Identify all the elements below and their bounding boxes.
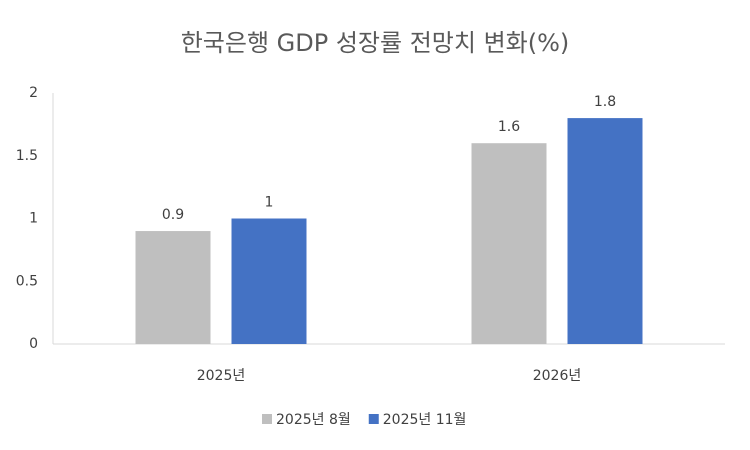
y-tick-label: 0 bbox=[29, 336, 38, 352]
bar bbox=[567, 118, 643, 344]
y-tick-label: 2 bbox=[29, 85, 38, 101]
data-label: 1.8 bbox=[594, 94, 616, 110]
x-tick-label: 2025년 bbox=[197, 368, 246, 384]
legend-label: 2025년 11월 bbox=[383, 412, 467, 428]
data-label: 0.9 bbox=[162, 207, 184, 223]
y-tick-label: 0.5 bbox=[16, 273, 38, 289]
y-tick-label: 1 bbox=[29, 211, 38, 227]
data-label: 1.6 bbox=[498, 119, 520, 135]
legend-swatch bbox=[368, 414, 379, 424]
data-label: 1 bbox=[265, 195, 274, 211]
bar bbox=[231, 218, 307, 344]
legend-swatch bbox=[262, 414, 272, 424]
chart-title: 한국은행 GDP 성장률 전망치 변화(%) bbox=[181, 29, 570, 57]
bar bbox=[135, 231, 211, 344]
y-tick-label: 1.5 bbox=[16, 148, 38, 164]
bar bbox=[471, 143, 547, 344]
x-tick-label: 2026년 bbox=[533, 368, 582, 384]
legend-label: 2025년 8월 bbox=[276, 412, 351, 428]
